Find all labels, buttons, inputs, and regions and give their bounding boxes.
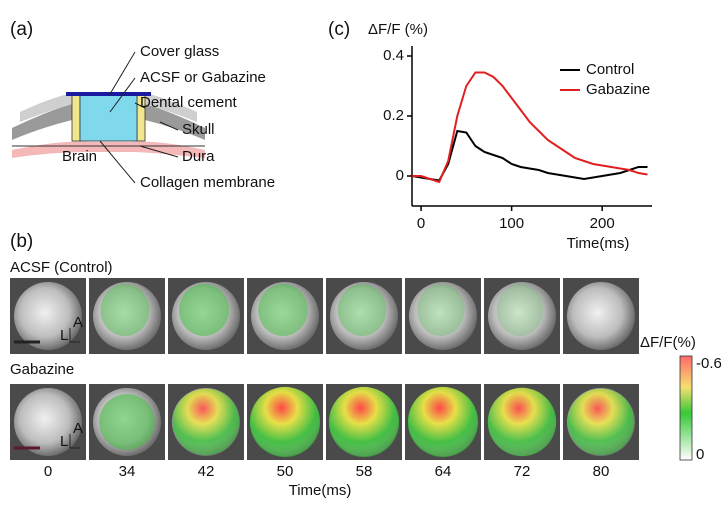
- leader: [109, 51, 136, 95]
- panel-label: (b): [10, 231, 33, 252]
- activation: [417, 284, 465, 336]
- orientation-axes: [69, 434, 80, 449]
- frame-time: 0: [44, 463, 52, 480]
- activation: [249, 386, 321, 458]
- colorbar-label: -0.6: [696, 355, 722, 372]
- activation: [179, 284, 229, 336]
- y-tick-label: 0: [396, 167, 404, 184]
- frame-time: 80: [593, 463, 610, 480]
- series-line: [411, 129, 648, 182]
- frame-time: 34: [119, 463, 136, 480]
- legend-label: Gabazine: [586, 81, 650, 98]
- activation: [337, 284, 387, 336]
- diagram-label: ACSF or Gabazine: [140, 69, 266, 86]
- brain-image: [14, 282, 82, 350]
- x-tick-label: 0: [417, 215, 425, 232]
- cement-right: [145, 93, 197, 122]
- colorbar: [679, 355, 693, 461]
- x-axis-label: Time(ms): [289, 482, 352, 499]
- activation: [487, 387, 557, 457]
- panel-label: (c): [328, 19, 350, 40]
- y-axis-label: ΔF/F (%): [368, 21, 428, 38]
- activation: [258, 284, 308, 336]
- brain-image: [251, 282, 319, 350]
- row-label: Gabazine: [10, 361, 74, 378]
- well-wall: [71, 94, 81, 142]
- orientation-label: L: [60, 327, 68, 344]
- brain-image: [488, 282, 556, 350]
- colorbar-label: 0: [696, 446, 704, 463]
- line-chart: ΔF/F (%) Time(ms) 0 0.2 0.4 0 100 200 Control G…: [368, 21, 652, 252]
- activation: [99, 394, 155, 450]
- leader: [109, 77, 136, 113]
- activation: [496, 284, 544, 336]
- activation: [328, 386, 400, 458]
- cement-left: [20, 93, 72, 122]
- activation: [567, 388, 635, 456]
- brain-image: [567, 282, 635, 350]
- frame-time: 64: [435, 463, 452, 480]
- leader: [139, 145, 179, 158]
- brain-shape: [12, 141, 205, 158]
- legend-label: Control: [586, 61, 634, 78]
- skull-right: [145, 104, 205, 140]
- diagram-label: Skull: [182, 121, 215, 138]
- brain-image: [330, 282, 398, 350]
- leader: [99, 140, 136, 184]
- x-tick-label: 100: [499, 215, 524, 232]
- colorbar-title: ΔF/F(%): [640, 334, 696, 351]
- diagram-label: Dura: [182, 148, 215, 165]
- activation: [407, 386, 479, 458]
- brain-image: [93, 282, 161, 350]
- frame-time: 58: [356, 463, 373, 480]
- activation: [172, 388, 240, 456]
- row-label: ACSF (Control): [10, 259, 113, 276]
- frame-time: 42: [198, 463, 215, 480]
- leader: [134, 102, 146, 109]
- leader: [159, 121, 179, 131]
- orientation-label: A: [73, 420, 83, 437]
- y-tick-label: 0.2: [383, 107, 404, 124]
- brain-image: [409, 282, 477, 350]
- brain-image: [14, 388, 82, 456]
- series-line: [412, 71, 648, 184]
- diagram-label: Collagen membrane: [140, 174, 275, 191]
- diagram: Cover glass ACSF or Gabazine Dental ceme…: [12, 43, 275, 191]
- panel-label: (a): [10, 19, 33, 40]
- orientation-label: A: [73, 314, 83, 331]
- frame-time: 72: [514, 463, 531, 480]
- x-tick-label: 200: [590, 215, 615, 232]
- orientation-label: L: [60, 433, 68, 450]
- frame-time: 50: [277, 463, 294, 480]
- diagram-label: Brain: [62, 148, 97, 165]
- orientation-axes: [69, 328, 80, 343]
- diagram-label: Dental cement: [140, 94, 238, 111]
- activation: [100, 284, 150, 336]
- diagram-label: Cover glass: [140, 43, 219, 60]
- solution: [79, 94, 138, 142]
- skull-left: [12, 104, 72, 140]
- x-axis-label: Time(ms): [567, 235, 630, 252]
- y-tick-label: 0.4: [383, 47, 404, 64]
